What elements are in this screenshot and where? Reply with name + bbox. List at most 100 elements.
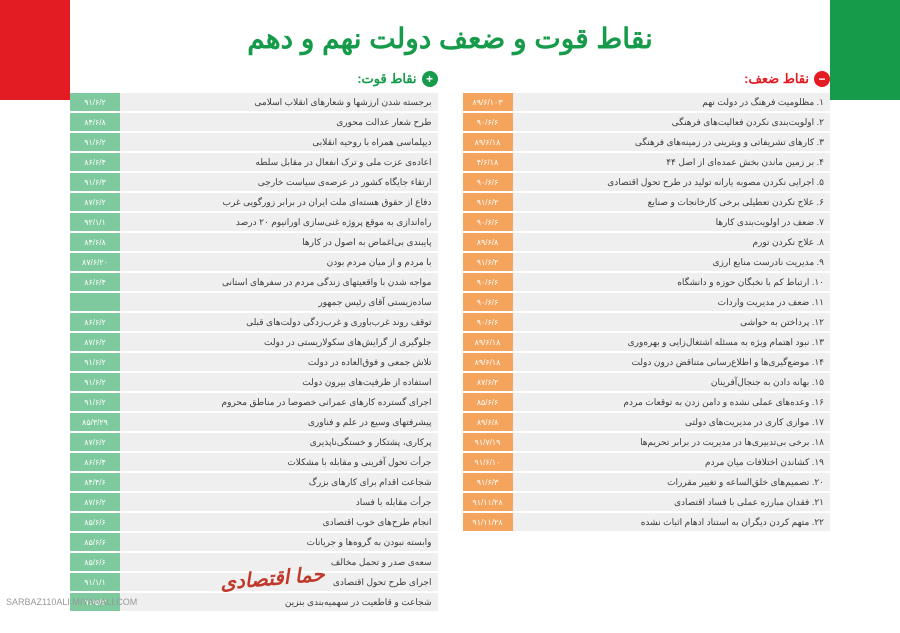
item-text: مواجه شدن با واقعیتهای زندگی مردم در سفر… [120, 273, 438, 291]
list-item: راه‌اندازی به موقع پروژه غنی‌سازی اورانی… [70, 213, 438, 231]
list-item: اجرای گسترده کارهای عمرانی خصوصا در مناط… [70, 393, 438, 411]
item-date: ۸۶/۶/۴ [70, 273, 120, 291]
flag-stripe-red [0, 0, 70, 100]
item-date: ۹۰/۶/۶ [463, 313, 513, 331]
list-item: ۱. مظلومیت فرهنگ در دولت نهم۸۹/۶/۱۰۳ [463, 93, 831, 111]
item-date: ۹۰/۶/۶ [463, 173, 513, 191]
list-item: ۱۸. برخی بی‌تدبیری‌ها در مدیریت در برابر… [463, 433, 831, 451]
strengths-header-text: نقاط قوت: [357, 71, 416, 87]
item-text: جرأت تحول آفرینی و مقابله با مشکلات [120, 453, 438, 471]
item-text: جلوگیری از گرایش‌های سکولاریستی در دولت [120, 333, 438, 351]
item-text: دفاع از حقوق هسته‌ای ملت ایران در برابر … [120, 193, 438, 211]
item-date: ۹۲/۱/۱ [70, 213, 120, 231]
list-item: ۱۳. نبود اهتمام ویژه به مسئله اشتغال‌زای… [463, 333, 831, 351]
item-date: ۸۹/۶/۱۰۳ [463, 93, 513, 111]
item-date: ۸۹/۶/۱۸ [463, 133, 513, 151]
weaknesses-list: ۱. مظلومیت فرهنگ در دولت نهم۸۹/۶/۱۰۳ ۲. ا… [463, 93, 831, 531]
item-date: ۸۹/۶/۱۸ [463, 353, 513, 371]
list-item: پیشرفتهای وسیع در علم و فناوری۸۵/۳/۲۹ [70, 413, 438, 431]
item-text: ارتقاء جایگاه کشور در عرصه‌ی سیاست خارجی [120, 173, 438, 191]
item-text: طرح شعار عدالت محوری [120, 113, 438, 131]
item-date: ۸۹/۶/۸ [463, 233, 513, 251]
list-item: ۱۶. وعده‌های عملی نشده و دامن زدن به توق… [463, 393, 831, 411]
item-date: ۹۱/۶/۲ [70, 393, 120, 411]
list-item: ۱۵. بهانه دادن به جنجال‌آفرینان۸۷/۶/۲ [463, 373, 831, 391]
item-date: ۸۵/۶/۶ [70, 553, 120, 571]
item-date: ۹۱/۶/۲ [70, 133, 120, 151]
item-text: ۲. اولویت‌بندی نکردن فعالیت‌های فرهنگی [513, 113, 831, 131]
item-date: ۹۱/۶/۱۰ [463, 453, 513, 471]
item-text: ۹. مدیریت نادرست منابع ارزی [513, 253, 831, 271]
item-text: دیپلماسی همراه با روحیه انقلابی [120, 133, 438, 151]
strengths-column: + نقاط قوت: برجسته شدن ارزشها و شعارهای … [70, 71, 438, 613]
item-date: ۹۱/۶/۲ [70, 93, 120, 111]
list-item: دیپلماسی همراه با روحیه انقلابی۹۱/۶/۲ [70, 133, 438, 151]
item-text: ۱۵. بهانه دادن به جنجال‌آفرینان [513, 373, 831, 391]
item-text: اعاده‌ی عزت ملی و ترک انفعال در مقابل سل… [120, 153, 438, 171]
item-date: ۸۵/۶/۶ [463, 393, 513, 411]
page-title: نقاط قوت و ضعف دولت نهم و دهم [0, 0, 900, 71]
list-item: ۷. ضعف در اولویت‌بندی کارها۹۰/۶/۶ [463, 213, 831, 231]
list-item: برجسته شدن ارزشها و شعارهای انقلاب اسلام… [70, 93, 438, 111]
strengths-list: برجسته شدن ارزشها و شعارهای انقلاب اسلام… [70, 93, 438, 611]
list-item: تلاش جمعی و فوق‌العاده در دولت۹۱/۶/۲ [70, 353, 438, 371]
item-date: ۹۰/۶/۶ [463, 213, 513, 231]
weaknesses-header: − نقاط ضعف: [463, 71, 831, 87]
item-date: ۸۷/۶/۲ [70, 433, 120, 451]
list-item: ۲۲. متهم کردن دیگران به استناد ادهام اثب… [463, 513, 831, 531]
list-item: دفاع از حقوق هسته‌ای ملت ایران در برابر … [70, 193, 438, 211]
item-date: ۹۱/۷/۱۹ [463, 433, 513, 451]
list-item: ۱۷. موازی کاری در مدیریت‌های دولتی۸۹/۶/۸ [463, 413, 831, 431]
list-item: ۵. اجرایی نکردن مصوبه یارانه تولید در طر… [463, 173, 831, 191]
list-item: ۱۹. کشاندن اختلافات میان مردم۹۱/۶/۱۰ [463, 453, 831, 471]
item-text: ۲۲. متهم کردن دیگران به استناد ادهام اثب… [513, 513, 831, 531]
list-item: وابسته نبودن به گروه‌ها و جریانات۸۵/۶/۶ [70, 533, 438, 551]
list-item: پرکاری، پشتکار و خستگی‌ناپذیری۸۷/۶/۲ [70, 433, 438, 451]
list-item: استفاده از ظرفیت‌های بیرون دولت۹۱/۶/۲ [70, 373, 438, 391]
list-item: مواجه شدن با واقعیتهای زندگی مردم در سفر… [70, 273, 438, 291]
item-date: ۹۱/۶/۲ [463, 193, 513, 211]
list-item: توقف روند غرب‌باوری و غرب‌زدگی دولت‌های … [70, 313, 438, 331]
item-text: شجاعت اقدام برای کارهای بزرگ [120, 473, 438, 491]
item-date: ۹۰/۶/۶ [463, 293, 513, 311]
list-item: اعاده‌ی عزت ملی و ترک انفعال در مقابل سل… [70, 153, 438, 171]
list-item: جرأت تحول آفرینی و مقابله با مشکلات۸۶/۶/… [70, 453, 438, 471]
list-item: ۴. بر زمین ماندن بخش عمده‌ای از اصل ۴۴۴/… [463, 153, 831, 171]
item-text: ۳. کارهای تشریفاتی و ویترینی در زمینه‌ها… [513, 133, 831, 151]
list-item: ساده‌زیستی آقای رئیس جمهور [70, 293, 438, 311]
list-item: جرأت مقابله با فساد۸۷/۶/۲ [70, 493, 438, 511]
plus-icon: + [422, 71, 438, 87]
item-date: ۸۵/۶/۶ [70, 533, 120, 551]
list-item: جلوگیری از گرایش‌های سکولاریستی در دولت۸… [70, 333, 438, 351]
item-text: ۲۰. تصمیم‌های خلق‌الساعه و تغییر مقررات [513, 473, 831, 491]
minus-icon: − [814, 71, 830, 87]
item-text: ساده‌زیستی آقای رئیس جمهور [120, 293, 438, 311]
item-text: ۱۴. موضع‌گیری‌ها و اطلاع‌رسانی متناقض در… [513, 353, 831, 371]
list-item: پایبندی بی‌اغماض به اصول در کارها۸۴/۶/۸ [70, 233, 438, 251]
list-item: ۱۱. ضعف در مدیریت واردات۹۰/۶/۶ [463, 293, 831, 311]
item-text: ۱۷. موازی کاری در مدیریت‌های دولتی [513, 413, 831, 431]
watermark: SARBAZ110ALI.MIYANALI.COM [6, 597, 137, 607]
item-date: ۸۴/۶/۸ [70, 233, 120, 251]
item-text: ۸. علاج نکردن تورم [513, 233, 831, 251]
item-text: ۵. اجرایی نکردن مصوبه یارانه تولید در طر… [513, 173, 831, 191]
list-item: ۸. علاج نکردن تورم۸۹/۶/۸ [463, 233, 831, 251]
item-date: ۹۱/۱/۱ [70, 573, 120, 591]
list-item: ۶. علاج نکردن تعطیلی برخی کارخانجات و صن… [463, 193, 831, 211]
item-date: ۸۷/۶/۲ [70, 493, 120, 511]
item-date: ۸۷/۶/۲۰ [70, 253, 120, 271]
item-date: ۹۱/۶/۳ [70, 173, 120, 191]
item-date: ۸۴/۴/۶ [70, 473, 120, 491]
item-date: ۸۶/۶/۲ [70, 313, 120, 331]
item-date: ۹۰/۶/۶ [463, 113, 513, 131]
list-item: ۲. اولویت‌بندی نکردن فعالیت‌های فرهنگی۹۰… [463, 113, 831, 131]
item-date: ۹۱/۱۱/۲۸ [463, 513, 513, 531]
item-date: ۸۵/۶/۶ [70, 513, 120, 531]
item-text: ۱۳. نبود اهتمام ویژه به مسئله اشتغال‌زای… [513, 333, 831, 351]
item-date: ۹۰/۶/۶ [463, 273, 513, 291]
item-text: راه‌اندازی به موقع پروژه غنی‌سازی اورانی… [120, 213, 438, 231]
item-text: وابسته نبودن به گروه‌ها و جریانات [120, 533, 438, 551]
list-item: ۱۰. ارتباط کم با نخبگان حوزه و دانشگاه۹۰… [463, 273, 831, 291]
item-date: ۸۵/۳/۲۹ [70, 413, 120, 431]
item-date: ۸۶/۶/۴ [70, 453, 120, 471]
